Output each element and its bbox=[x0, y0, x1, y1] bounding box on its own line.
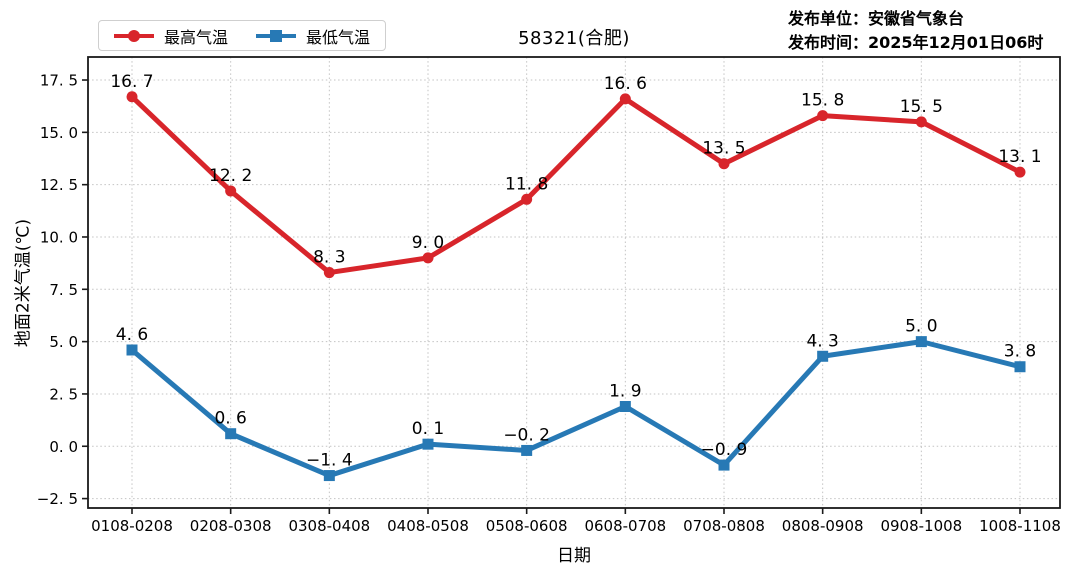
data-point-marker bbox=[915, 336, 927, 348]
data-point-label: 4. 3 bbox=[806, 331, 838, 351]
data-point-marker bbox=[422, 252, 434, 264]
chart-title: 58321(合肥) bbox=[518, 28, 630, 49]
chart-legend: 最高气温 最低气温 bbox=[98, 20, 387, 51]
data-point-marker bbox=[225, 185, 237, 197]
data-point-label: 3. 8 bbox=[1004, 342, 1036, 362]
data-point-marker bbox=[1014, 166, 1026, 178]
data-point-marker bbox=[1014, 361, 1026, 373]
x-axis-title: 日期 bbox=[557, 546, 591, 566]
x-tick-label: 0308-0408 bbox=[288, 517, 370, 535]
data-point-label: 13. 1 bbox=[998, 147, 1041, 167]
data-point-label: −0. 2 bbox=[503, 425, 550, 445]
data-point-label: 9. 0 bbox=[412, 233, 444, 253]
series-min-temp: 4. 6 0. 6 −1. 4 0. 1 −0. 2 1. 9 −0. 9 4. 3 5. 0 3… bbox=[116, 317, 1036, 482]
y-tick-label: 7. 5 bbox=[49, 281, 78, 299]
square-line-sample-icon bbox=[256, 29, 297, 42]
data-point-label: 16. 7 bbox=[110, 72, 153, 92]
data-point-label: −0. 9 bbox=[701, 440, 748, 460]
data-point-label: 16. 6 bbox=[604, 74, 647, 94]
legend-marker-swatch bbox=[270, 29, 283, 42]
y-tick-label: 15. 0 bbox=[40, 124, 78, 142]
publisher-org-text: 发布单位：安徽省气象台 bbox=[788, 9, 965, 28]
y-axis-title: 地面2米气温(℃) bbox=[13, 218, 34, 348]
x-tick-label: 0808-0908 bbox=[782, 517, 864, 535]
data-point-label: 5. 0 bbox=[905, 317, 937, 337]
y-tick-label: 0. 0 bbox=[49, 438, 78, 456]
grid bbox=[88, 57, 1060, 508]
x-tick-label: 0708-0808 bbox=[683, 517, 765, 535]
data-point-label: 15. 8 bbox=[801, 91, 844, 111]
legend-marker-swatch bbox=[128, 29, 140, 42]
data-point-marker bbox=[126, 91, 138, 103]
legend-item-min-temp: 最低气温 bbox=[256, 24, 370, 48]
x-tick-label: 0608-0708 bbox=[584, 517, 666, 535]
x-tick-label: 0508-0608 bbox=[486, 517, 568, 535]
data-point-label: 15. 5 bbox=[900, 97, 943, 117]
series-max-temp: 16. 7 12. 2 8. 3 9. 0 11. 8 16. 6 13. 5 15. 8 15… bbox=[110, 72, 1042, 279]
x-tick-label: 0208-0308 bbox=[190, 517, 272, 535]
data-point-marker bbox=[817, 350, 829, 362]
circle-line-sample-icon bbox=[114, 29, 154, 42]
data-point-marker bbox=[521, 444, 533, 456]
plot-border bbox=[87, 56, 1061, 509]
data-point-marker bbox=[323, 267, 335, 279]
data-point-label: 8. 3 bbox=[313, 248, 345, 268]
data-point-marker bbox=[817, 110, 829, 122]
y-tick-label: 10. 0 bbox=[40, 228, 78, 246]
legend-label: 最低气温 bbox=[306, 27, 371, 47]
data-point-marker bbox=[422, 438, 434, 450]
data-point-label: 1. 9 bbox=[609, 381, 641, 401]
x-tick-label: 0108-0208 bbox=[91, 517, 173, 535]
data-point-marker bbox=[225, 428, 237, 440]
x-tick-label: 0408-0508 bbox=[387, 517, 469, 535]
data-point-label: −1. 4 bbox=[306, 451, 353, 471]
legend-item-max-temp: 最高气温 bbox=[114, 24, 228, 48]
x-tick-label: 1008-1108 bbox=[979, 517, 1061, 535]
publish-time-text: 发布时间：2025年12月01日06时 bbox=[788, 33, 1044, 52]
data-point-label: 4. 6 bbox=[116, 325, 148, 345]
y-tick-label: 17. 5 bbox=[40, 72, 78, 90]
series-line bbox=[129, 94, 1023, 276]
data-point-marker bbox=[915, 116, 927, 128]
legend-label: 最高气温 bbox=[164, 27, 229, 47]
x-tick-label: 0908-1008 bbox=[880, 517, 962, 535]
data-point-marker bbox=[323, 470, 335, 482]
series-line bbox=[129, 339, 1023, 479]
y-tick-label: 2. 5 bbox=[49, 385, 78, 403]
data-point-marker bbox=[718, 158, 730, 170]
data-point-marker bbox=[619, 400, 631, 412]
axes: −2. 5 0. 0 2. 5 5. 0 7. 5 10. 0 12. 5 15. 0 17. … bbox=[37, 72, 1061, 535]
y-tick-label: 12. 5 bbox=[40, 176, 78, 194]
data-point-label: 0. 6 bbox=[214, 409, 246, 429]
y-tick-label: 5. 0 bbox=[49, 333, 78, 351]
data-point-marker bbox=[521, 193, 533, 205]
data-point-marker bbox=[619, 93, 631, 105]
y-tick-label: −2. 5 bbox=[37, 490, 78, 508]
data-point-label: 0. 1 bbox=[412, 419, 444, 439]
publisher-info: 发布单位：安徽省气象台 发布时间：2025年12月01日06时 bbox=[788, 7, 1043, 55]
data-point-label: 13. 5 bbox=[702, 139, 745, 159]
data-point-label: 12. 2 bbox=[209, 166, 252, 186]
data-point-label: 11. 8 bbox=[505, 174, 548, 194]
data-point-marker bbox=[718, 459, 730, 471]
data-point-marker bbox=[126, 344, 138, 356]
